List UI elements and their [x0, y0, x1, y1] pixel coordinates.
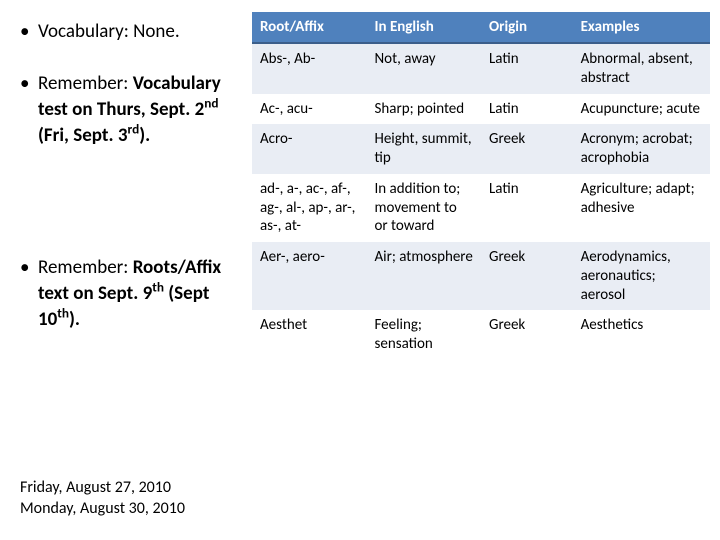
cell: Aesthet	[252, 310, 367, 360]
footer-dates: Friday, August 27, 2010 Monday, August 3…	[20, 478, 244, 528]
cell: Sharp; pointed	[367, 94, 482, 125]
cell: Abs-, Ab-	[252, 43, 367, 94]
bullet-sup2: th	[57, 304, 69, 321]
cell: Aer-, aero-	[252, 242, 367, 310]
bullet-text: Remember: Vocabulary test on Thurs, Sept…	[38, 72, 244, 148]
right-column: Root/Affix In English Origin Examples Ab…	[252, 0, 720, 540]
table-row: Acro- Height, summit, tip Greek Acronym;…	[252, 124, 710, 174]
bullet-plain: Remember:	[38, 256, 133, 279]
bullet-dot: •	[20, 72, 38, 148]
date-line: Friday, August 27, 2010	[20, 478, 244, 499]
cell: Acronym; acrobat; acrophobia	[573, 124, 710, 174]
cell: In addition to; movement to or toward	[367, 174, 482, 242]
bullet-dot: •	[20, 256, 38, 332]
cell: Greek	[481, 124, 573, 174]
col-header: Root/Affix	[252, 12, 367, 43]
date-line: Monday, August 30, 2010	[20, 499, 244, 520]
bullet-item: • Vocabulary: None.	[20, 20, 244, 44]
cell: Latin	[481, 174, 573, 242]
table-row: Aer-, aero- Air; atmosphere Greek Aerody…	[252, 242, 710, 310]
bullet-text: Remember: Roots/Affix text on Sept. 9th …	[38, 256, 244, 332]
cell: Acro-	[252, 124, 367, 174]
bullet-tail: None.	[133, 20, 180, 43]
left-column: • Vocabulary: None. • Remember: Vocabula…	[0, 0, 252, 540]
spacer	[20, 176, 244, 256]
bullet-sup2: rd	[128, 121, 140, 138]
cell: Latin	[481, 94, 573, 125]
bullet-item: • Remember: Vocabulary test on Thurs, Se…	[20, 72, 244, 148]
table-body: Abs-, Ab- Not, away Latin Abnormal, abse…	[252, 43, 710, 360]
col-header: In English	[367, 12, 482, 43]
bullet-text: Vocabulary: None.	[38, 20, 244, 44]
cell: Feeling; sensation	[367, 310, 482, 360]
roots-table: Root/Affix In English Origin Examples Ab…	[252, 12, 710, 360]
bullet-sup: nd	[204, 95, 218, 112]
cell: Latin	[481, 43, 573, 94]
bullet-bold2: (Fri, Sept. 3	[38, 124, 128, 147]
cell: Height, summit, tip	[367, 124, 482, 174]
bullet-bold3: ).	[139, 124, 150, 147]
cell: Aerodynamics, aeronautics; aerosol	[573, 242, 710, 310]
table-row: ad-, a-, ac-, af-, ag-, al-, ap-, ar-, a…	[252, 174, 710, 242]
cell: Ac-, acu-	[252, 94, 367, 125]
cell: Agriculture; adapt; adhesive	[573, 174, 710, 242]
table-row: Aesthet Feeling; sensation Greek Aesthet…	[252, 310, 710, 360]
table-row: Ac-, acu- Sharp; pointed Latin Acupunctu…	[252, 94, 710, 125]
table-row: Abs-, Ab- Not, away Latin Abnormal, abse…	[252, 43, 710, 94]
cell: Greek	[481, 310, 573, 360]
cell: Abnormal, absent, abstract	[573, 43, 710, 94]
cell: Air; atmosphere	[367, 242, 482, 310]
cell: ad-, a-, ac-, af-, ag-, al-, ap-, ar-, a…	[252, 174, 367, 242]
bullet-dot: •	[20, 20, 38, 44]
cell: Greek	[481, 242, 573, 310]
bullet-item: • Remember: Roots/Affix text on Sept. 9t…	[20, 256, 244, 332]
cell: Not, away	[367, 43, 482, 94]
col-header: Examples	[573, 12, 710, 43]
cell: Acupuncture; acute	[573, 94, 710, 125]
bullet-bold3: ).	[69, 308, 80, 331]
col-header: Origin	[481, 12, 573, 43]
cell: Aesthetics	[573, 310, 710, 360]
table-header-row: Root/Affix In English Origin Examples	[252, 12, 710, 43]
bullet-sup: th	[152, 278, 164, 295]
bullet-plain: Vocabulary:	[38, 20, 133, 43]
bullet-plain: Remember:	[38, 72, 133, 95]
bullet-list: • Vocabulary: None. • Remember: Vocabula…	[20, 20, 244, 360]
